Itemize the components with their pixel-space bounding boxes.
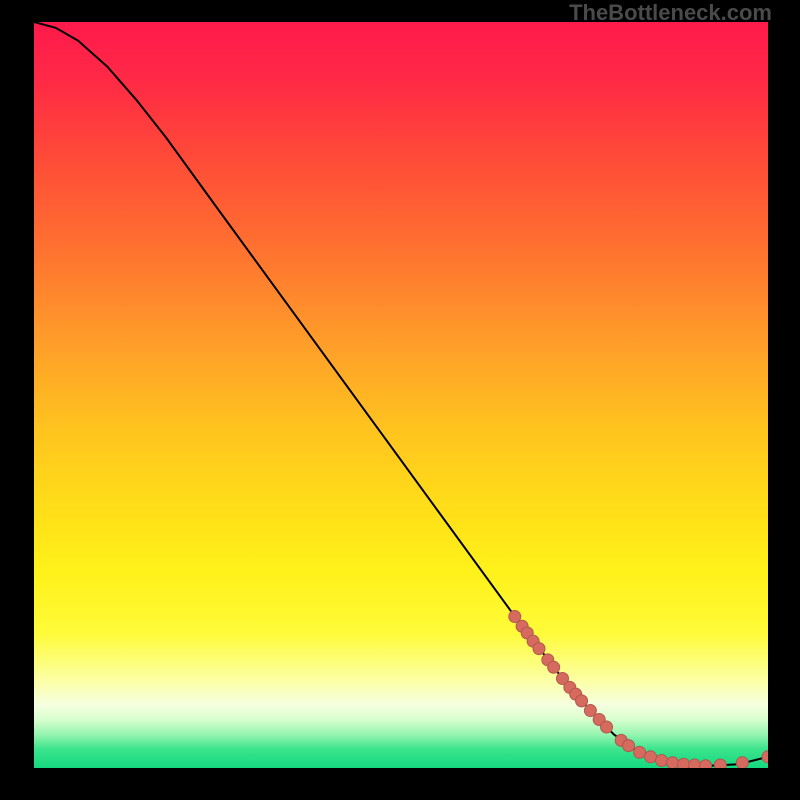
data-marker	[689, 759, 701, 768]
data-marker	[700, 760, 712, 768]
chart-svg	[34, 22, 768, 768]
gradient-rect	[34, 22, 768, 768]
data-marker	[714, 759, 726, 768]
watermark-text: TheBottleneck.com	[569, 0, 772, 26]
data-marker	[576, 695, 588, 707]
data-marker	[645, 751, 657, 763]
data-marker	[584, 705, 596, 717]
data-marker	[601, 721, 613, 733]
data-marker	[623, 740, 635, 752]
data-marker	[548, 661, 560, 673]
data-marker	[533, 643, 545, 655]
data-marker	[678, 758, 690, 768]
data-marker	[667, 757, 679, 768]
data-marker	[634, 746, 646, 758]
plot-area	[34, 22, 768, 768]
data-marker	[656, 755, 668, 767]
data-marker	[736, 757, 748, 768]
chart-frame: TheBottleneck.com	[0, 0, 800, 800]
